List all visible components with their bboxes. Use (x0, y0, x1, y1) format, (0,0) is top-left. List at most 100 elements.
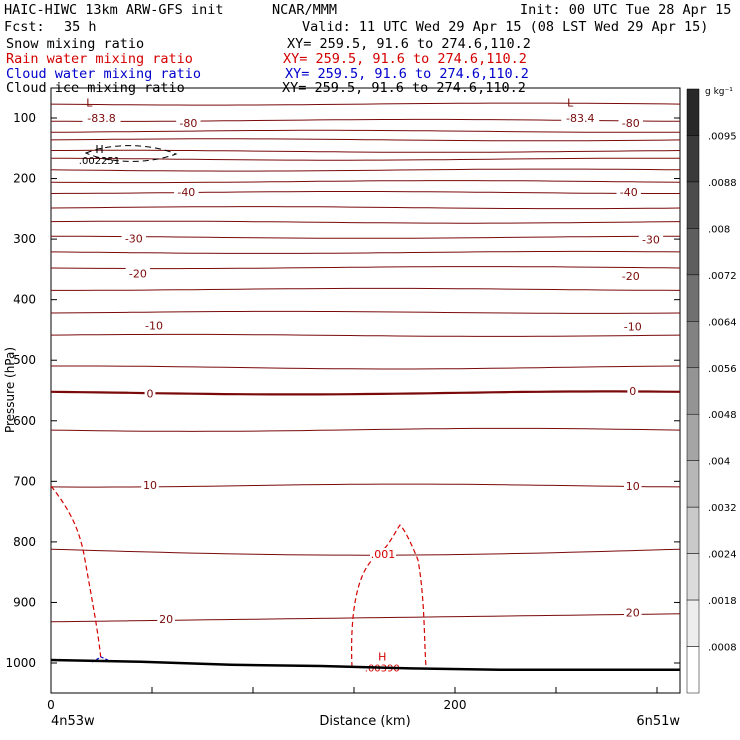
colorbar-label: .0095 (708, 131, 737, 142)
extremum-marker: L (86, 96, 93, 109)
colorbar-unit: g kg⁻¹ (705, 87, 733, 97)
temperature-contour-line (50, 138, 681, 142)
temperature-contour-line (51, 149, 681, 153)
cloud-water-contour-line (91, 656, 111, 663)
field-xy-rain: XY= 259.5, 91.6 to 274.6,110.2 (283, 51, 527, 67)
contour-label: -40 (177, 186, 195, 199)
contour-label: -20 (622, 270, 640, 283)
y-tick-label: 200 (13, 172, 36, 186)
y-tick-label: 300 (13, 232, 36, 246)
y-tick-label: 1000 (5, 656, 36, 670)
colorbar: .0095 .0088 .008 .0072 .0064 .0056 .0048 .004 .0… (686, 88, 737, 694)
temperature-contour-line (50, 168, 681, 172)
colorbar-label: .0024 (708, 550, 737, 561)
field-xy-cloud-water: XY= 259.5, 91.6 to 274.6,110.2 (285, 66, 529, 82)
x-tick-label: 200 (444, 698, 467, 712)
colorbar-swatch (686, 274, 700, 322)
contour-label: -80 (622, 117, 640, 130)
contour-label: 0 (146, 388, 153, 401)
colorbar-swatch (686, 367, 700, 415)
contour-label: -10 (624, 320, 642, 333)
contour-label-bg (618, 116, 643, 129)
colorbar-swatch (686, 646, 700, 694)
temperature-contour-line (50, 613, 681, 623)
contour-label: 20 (159, 613, 173, 626)
temperature-contour-line (51, 365, 681, 370)
temperature-contour-line (50, 250, 681, 254)
contour-label-bg (623, 606, 642, 619)
colorbar-swatch (686, 599, 700, 647)
contour-label: -30 (125, 233, 143, 246)
temperature-contour-line (50, 220, 681, 224)
contour-label: -80 (179, 117, 197, 130)
extremum-marker: H (95, 143, 103, 156)
field-xy-snow: XY= 259.5, 91.6 to 274.6,110.2 (287, 36, 531, 52)
colorbar-swatch (686, 506, 700, 554)
cloud-water-contours (91, 656, 111, 663)
temperature-contour-line (50, 180, 681, 184)
contour-label-bg (561, 112, 600, 124)
x-axis: 0 200 (47, 687, 658, 712)
y-tick-label: 500 (13, 353, 36, 367)
terrain-line (50, 658, 680, 671)
contour-label: -83.4 (566, 112, 594, 125)
colorbar-label: .0048 (708, 410, 737, 421)
colorbar-swatch (686, 460, 700, 508)
contour-label-bg (144, 387, 156, 400)
extremum-value: .00390 (365, 664, 400, 675)
contour-label-bg (121, 232, 147, 245)
temperature-contour-line (50, 266, 681, 270)
rain-contour-label-bg (370, 548, 396, 560)
temperature-contour-line (51, 129, 681, 133)
contour-label: -30 (642, 234, 660, 247)
temperature-contour-line (50, 157, 680, 161)
contour-label-bg (176, 116, 201, 129)
rain-water-contours: .001 (50, 485, 427, 668)
contour-label-bg (141, 319, 167, 332)
contour-label-bg (125, 267, 151, 280)
contour-label: 10 (143, 479, 157, 492)
rain-contour-line (50, 485, 102, 661)
temperature-contour-line (51, 235, 680, 239)
forecast-value: 35 h (64, 19, 97, 35)
snow-contour-line (84, 145, 178, 162)
colorbar-label: .0064 (708, 317, 737, 328)
colorbar-swatch (686, 321, 700, 369)
y-tick-label: 600 (13, 414, 36, 428)
snow-contours (84, 145, 178, 162)
temperature-contour-line (50, 191, 680, 194)
rain-contour-label: .001 (371, 548, 396, 561)
header-org: NCAR/MMM (272, 2, 338, 18)
temperature-contour-line (50, 548, 681, 556)
colorbar-swatch (686, 228, 700, 276)
temperature-contour-line (50, 427, 681, 432)
temperature-contours (50, 102, 681, 623)
colorbar-swatch (686, 553, 700, 601)
y-axis-label: Pressure (hPa) (3, 347, 17, 433)
header-init: Init: 00 UTC Tue 28 Apr 15 (520, 2, 732, 18)
contour-label-bg (82, 112, 121, 124)
y-tick-label: 100 (13, 111, 36, 125)
temperature-contour-line (50, 102, 681, 106)
contour-label: 10 (626, 480, 640, 493)
y-tick-label: 700 (13, 474, 36, 488)
temperature-contour-line (50, 206, 681, 210)
right-endpoint-label: 6n51w (636, 714, 680, 729)
colorbar-swatch (686, 88, 700, 136)
extremum-marker: H (378, 651, 386, 664)
y-tick-label: 400 (13, 293, 36, 307)
contour-label-bg (638, 233, 664, 246)
forecast-label: Fcst: (4, 19, 45, 35)
colorbar-label: .0072 (708, 271, 737, 282)
valid-time: Valid: 11 UTC Wed 29 Apr 15 (08 LST Wed … (302, 19, 709, 35)
plot-frame (50, 87, 681, 694)
header-title: HAIC-HIWC 13km ARW-GFS init (4, 2, 224, 18)
contour-label-bg (157, 612, 175, 625)
colorbar-label: .0008 (708, 643, 737, 654)
contour-label: -40 (620, 186, 638, 199)
colorbar-swatch (686, 413, 700, 461)
temperature-contour-line (51, 287, 681, 291)
contour-label: -83.8 (87, 112, 115, 125)
colorbar-swatch (686, 135, 700, 183)
